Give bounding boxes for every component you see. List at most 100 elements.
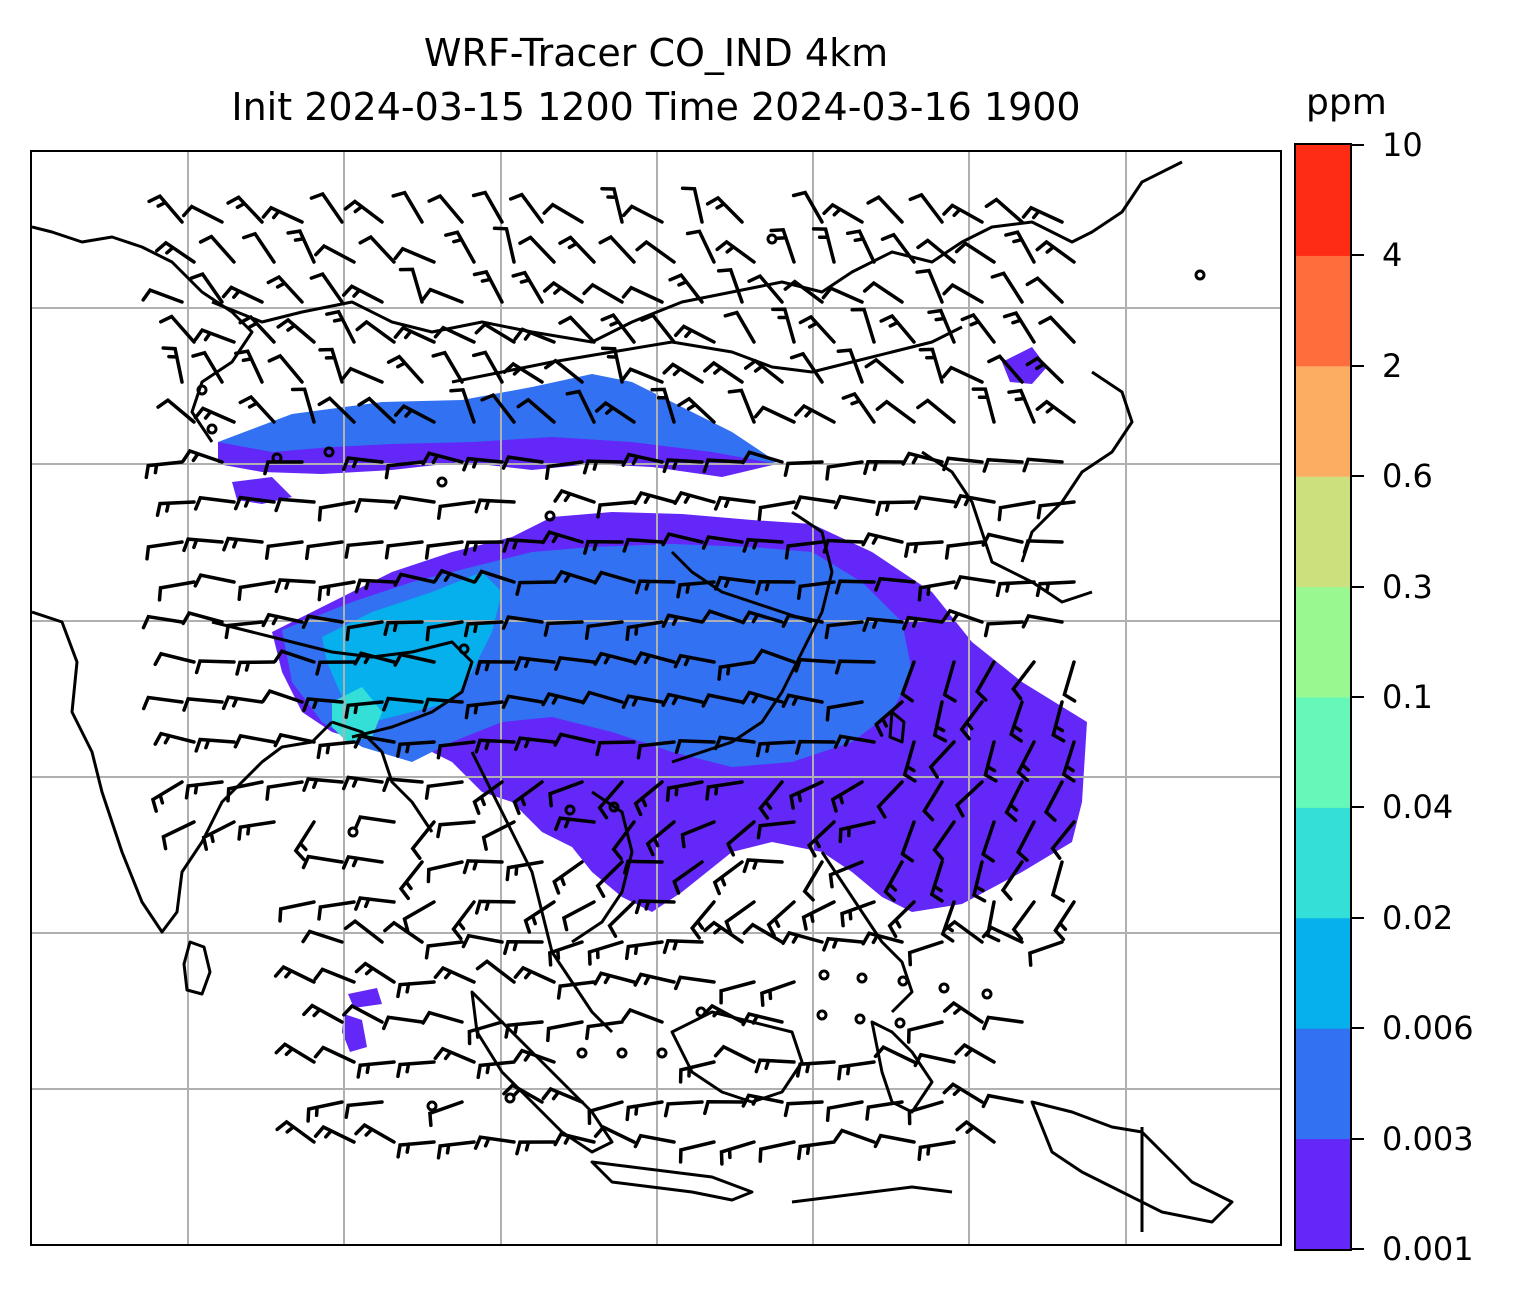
- wind-barb: [184, 780, 224, 800]
- wind-barb: [677, 396, 716, 424]
- map-title-line1: WRF-Tracer CO_IND 4km: [423, 31, 889, 75]
- wind-barb: [424, 940, 464, 960]
- wind-barb: [316, 740, 356, 760]
- colorbar-tick-mark: [1352, 696, 1364, 698]
- wind-barb: [382, 777, 424, 793]
- wind-barb: [663, 1100, 704, 1118]
- wind-barb: [661, 613, 704, 628]
- wind-barb: [607, 900, 636, 938]
- wind-barb: [201, 820, 236, 851]
- wind-barb: [801, 900, 836, 931]
- colorbar-swatch: [1296, 365, 1350, 477]
- wind-barb: [954, 1042, 996, 1064]
- sri-lanka: [182, 940, 212, 996]
- wind-barb: [355, 319, 396, 344]
- wind-barb: [668, 272, 704, 304]
- wind-barb: [760, 980, 796, 1007]
- wind-barb: [547, 940, 584, 967]
- wind-barb: [584, 620, 624, 640]
- wind-barb: [396, 1060, 436, 1079]
- wind-barb: [463, 540, 504, 556]
- wind-barb: [1061, 740, 1076, 783]
- wind-barb: [382, 696, 424, 712]
- colorbar-unit-label: ppm: [1306, 82, 1387, 123]
- wind-barb: [702, 1003, 744, 1024]
- wind-barb: [514, 736, 556, 751]
- colorbar-swatch: [1296, 586, 1350, 698]
- wind-barb: [274, 497, 316, 513]
- wind-barb: [769, 227, 796, 264]
- philippines: [820, 851, 914, 1014]
- wind-barb: [863, 460, 904, 476]
- wind-barb: [582, 282, 624, 304]
- wind-barb: [758, 1140, 796, 1163]
- wind-barb: [702, 458, 744, 474]
- wind-barb: [261, 612, 304, 628]
- wind-barb: [984, 197, 1024, 224]
- wind-barb: [290, 387, 316, 424]
- wind-barb: [558, 315, 596, 344]
- wind-barb: [755, 580, 796, 596]
- wind-barb: [621, 204, 664, 224]
- colorbar-tick-label: 0.1: [1382, 678, 1433, 716]
- wind-barb: [424, 780, 464, 800]
- wind-barb: [793, 495, 836, 510]
- lesser-sunda: [791, 1185, 953, 1204]
- wind-barb: [678, 1060, 716, 1084]
- wind-barb: [402, 900, 436, 933]
- wind-barb: [705, 195, 744, 224]
- wind-barb: [383, 920, 424, 944]
- wind-barb: [715, 239, 756, 264]
- wind-barb: [862, 617, 904, 632]
- wind-barb: [181, 611, 224, 626]
- wind-barb: [1050, 820, 1076, 860]
- wind-barb: [971, 860, 987, 903]
- wind-barb: [384, 460, 424, 480]
- wind-barb: [755, 740, 796, 758]
- wind-barb: [917, 580, 956, 602]
- wind-barb: [344, 700, 384, 719]
- indochina: [470, 751, 614, 1034]
- wind-barb: [634, 579, 676, 595]
- wind-barb: [953, 493, 996, 509]
- wind-barb: [1043, 780, 1064, 822]
- wind-barb: [725, 820, 756, 857]
- wind-barb: [353, 651, 396, 666]
- colorbar-swatch: [1296, 255, 1350, 367]
- wind-barb: [302, 777, 344, 792]
- wind-barb: [396, 1140, 436, 1159]
- wind-barb: [473, 569, 516, 584]
- wind-barb: [317, 900, 356, 921]
- wind-barb: [942, 282, 984, 304]
- wind-barb: [503, 940, 544, 956]
- wind-barb: [221, 695, 264, 711]
- wind-barb: [929, 860, 944, 903]
- wind-barb: [741, 690, 784, 705]
- wind-barb: [189, 271, 224, 304]
- wind-barb: [833, 494, 876, 510]
- wind-barb: [226, 780, 264, 803]
- wind-barb: [582, 459, 624, 475]
- wind-barb: [845, 229, 876, 264]
- wind-barb: [181, 204, 224, 224]
- wind-barb: [191, 350, 224, 384]
- wind-barb: [742, 922, 784, 944]
- wind-barb: [942, 1000, 984, 1024]
- wind-barb: [302, 697, 344, 713]
- wind-barb: [554, 655, 596, 671]
- wind-barb: [713, 495, 756, 511]
- wind-barb: [556, 980, 596, 1000]
- wind-barb: [463, 620, 504, 638]
- wind-barb: [727, 388, 756, 424]
- wind-barb: [302, 1003, 344, 1024]
- wind-barb: [673, 975, 716, 991]
- wind-barb: [315, 660, 356, 676]
- wind-barb: [193, 573, 236, 588]
- wind-barb: [141, 614, 184, 630]
- wind-barb: [922, 780, 944, 822]
- wind-barb: [874, 700, 904, 737]
- wind-barb: [471, 190, 504, 224]
- wind-barb: [822, 538, 864, 554]
- wind-barb: [593, 651, 636, 666]
- wind-barb: [147, 194, 184, 224]
